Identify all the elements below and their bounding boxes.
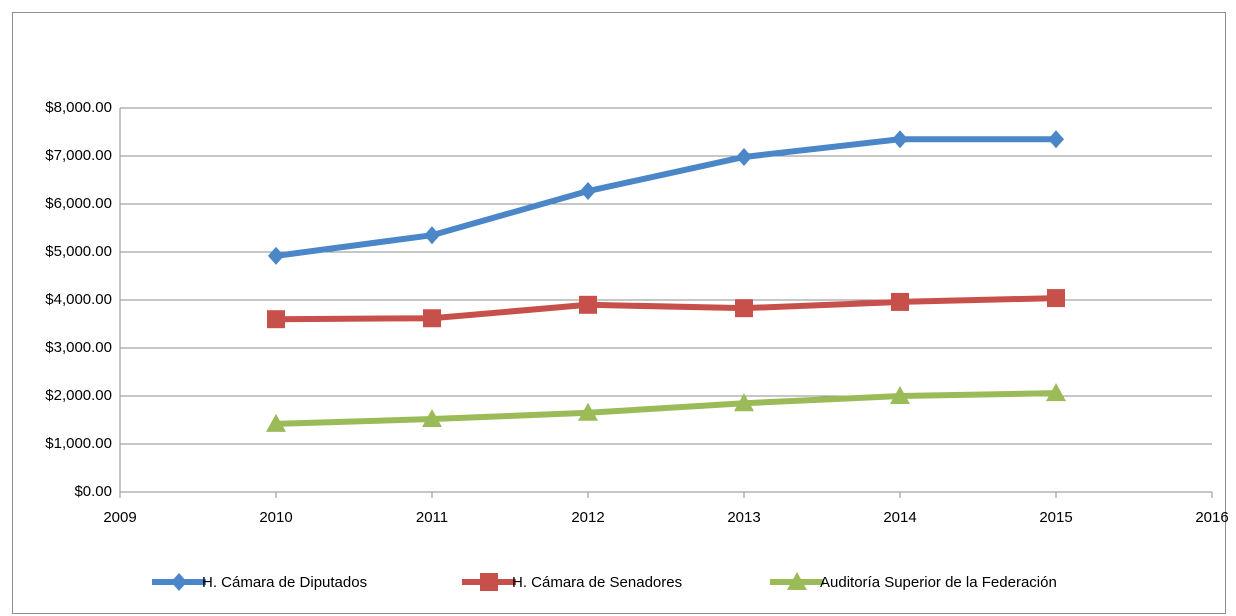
marker: [578, 402, 598, 421]
x-tick-label: 2010: [259, 509, 292, 526]
series-line: [275, 295, 1057, 323]
x-tick-label: 2014: [883, 509, 916, 526]
x-tick-label: 2012: [571, 509, 604, 526]
legend-label: H. Cámara de Senadores: [512, 574, 682, 591]
marker: [580, 182, 596, 201]
marker: [891, 292, 909, 311]
x-tick-label: 2015: [1039, 509, 1072, 526]
y-tick-label: $3,000.00: [45, 339, 112, 356]
marker: [267, 310, 285, 329]
x-tick-label: 2016: [1195, 509, 1228, 526]
marker: [734, 393, 754, 412]
marker: [736, 147, 752, 166]
x-tick-label: 2011: [416, 509, 448, 526]
legend-item: H. Cámara de Senadores: [462, 573, 682, 591]
y-tick-label: $7,000.00: [45, 147, 112, 164]
y-tick-label: $6,000.00: [45, 195, 112, 212]
marker: [268, 246, 284, 265]
marker: [892, 130, 908, 149]
marker: [424, 226, 440, 245]
marker: [1047, 289, 1065, 308]
y-tick-label: $1,000.00: [45, 435, 112, 452]
x-tick-label: 2009: [103, 509, 136, 526]
y-tick-label: $8,000.00: [45, 99, 112, 116]
y-tick-label: $4,000.00: [45, 291, 112, 308]
marker: [480, 573, 498, 591]
y-tick-label: $2,000.00: [45, 387, 112, 404]
marker: [1048, 130, 1064, 149]
marker: [171, 573, 187, 591]
marker: [787, 572, 807, 590]
marker: [1046, 383, 1066, 402]
series-line: [275, 390, 1057, 427]
marker: [422, 409, 442, 428]
legend-label: H. Cámara de Diputados: [202, 574, 367, 591]
marker: [890, 386, 910, 404]
marker: [579, 295, 597, 314]
legend-item: Auditoría Superior de la Federación: [770, 572, 1057, 591]
legend-label: Auditoría Superior de la Federación: [820, 574, 1057, 591]
series-line: [275, 136, 1056, 259]
chart-border: [12, 12, 1226, 614]
x-tick-label: 2013: [727, 509, 760, 526]
y-tick-label: $5,000.00: [45, 243, 112, 260]
y-tick-label: $0.00: [74, 483, 112, 500]
legend-item: H. Cámara de Diputados: [152, 573, 367, 591]
marker: [735, 299, 753, 318]
marker: [423, 309, 441, 328]
marker: [266, 413, 286, 432]
